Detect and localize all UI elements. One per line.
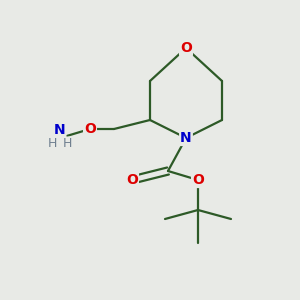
Text: O: O: [126, 173, 138, 187]
Text: N: N: [54, 124, 66, 137]
Text: O: O: [192, 173, 204, 187]
Text: H: H: [63, 137, 72, 150]
Text: H: H: [48, 137, 57, 150]
Text: O: O: [84, 122, 96, 136]
Text: N: N: [180, 131, 192, 145]
Text: O: O: [180, 41, 192, 55]
